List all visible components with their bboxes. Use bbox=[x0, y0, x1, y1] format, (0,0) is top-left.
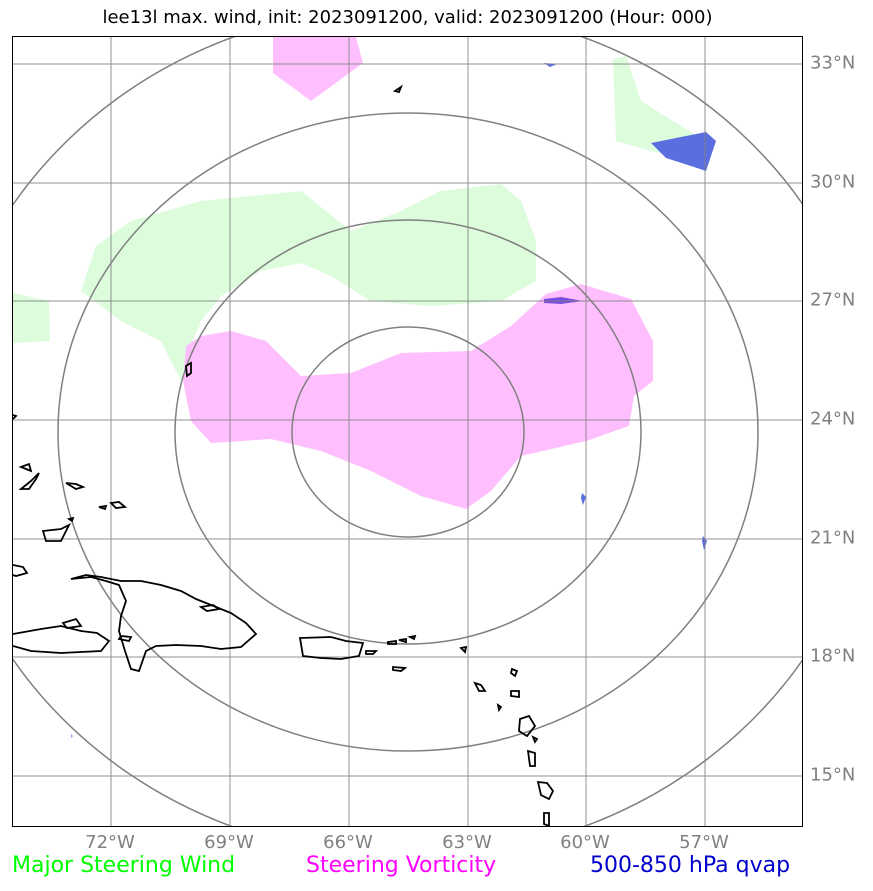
legend-steering-vorticity: Steering Vorticity bbox=[306, 853, 497, 878]
legend-steering-wind: Major Steering Wind bbox=[12, 853, 236, 878]
steering-wind-region bbox=[13, 56, 706, 381]
lon-label-60w: 60°W bbox=[560, 832, 610, 853]
lat-label-24n: 24°N bbox=[810, 408, 856, 430]
range-rings bbox=[13, 37, 802, 826]
map-title: lee13l max. wind, init: 2023091200, vali… bbox=[102, 7, 713, 28]
lat-label-15n: 15°N bbox=[810, 764, 856, 786]
map-panel bbox=[12, 36, 803, 827]
lat-label-27n: 27°N bbox=[810, 289, 856, 311]
lat-lon-gridlines bbox=[13, 37, 802, 826]
lat-label-21n: 21°N bbox=[810, 527, 856, 549]
legend-qvap: 500-850 hPa qvap bbox=[590, 853, 791, 878]
lon-label-66w: 66°W bbox=[323, 832, 373, 853]
steering-vorticity-region bbox=[183, 37, 653, 509]
lat-label-18n: 18°N bbox=[810, 645, 856, 667]
lat-label-30n: 30°N bbox=[810, 171, 856, 193]
lon-label-72w: 72°W bbox=[85, 832, 135, 853]
map-canvas bbox=[13, 37, 802, 826]
lon-label-69w: 69°W bbox=[204, 832, 254, 853]
lat-label-33n: 33°N bbox=[810, 52, 856, 74]
coastlines bbox=[13, 84, 555, 826]
lon-label-63w: 63°W bbox=[442, 832, 492, 853]
lon-label-57w: 57°W bbox=[679, 832, 729, 853]
